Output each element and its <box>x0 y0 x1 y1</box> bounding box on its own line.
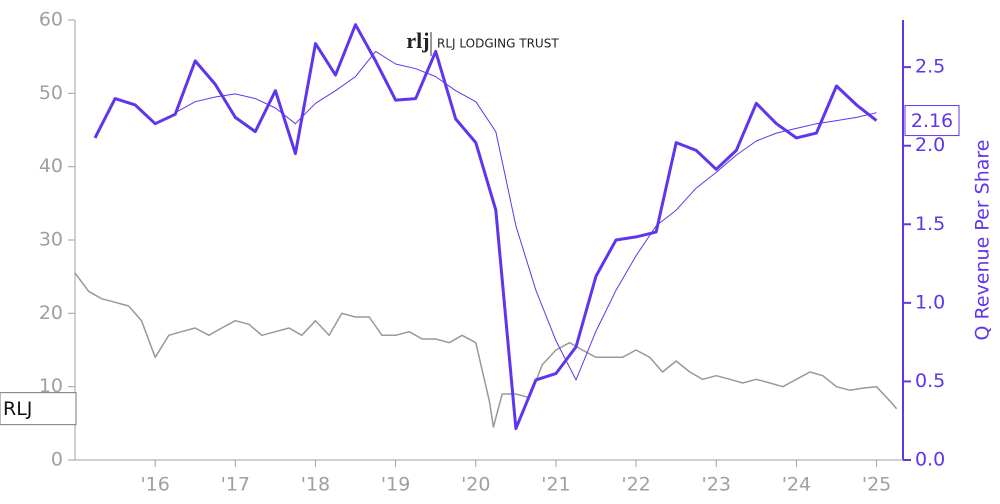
chart-title: RLJ LODGING TRUST <box>437 37 559 51</box>
y2-tick-label: 1.5 <box>915 213 945 235</box>
logo-mark: rlj <box>406 28 429 53</box>
x-tick-label: '25 <box>862 474 891 496</box>
x-tick-label: '19 <box>381 474 410 496</box>
series-line <box>93 23 878 431</box>
x-tick-label: '24 <box>782 474 811 496</box>
x-tick-label: '18 <box>301 474 330 496</box>
series-line <box>174 50 877 381</box>
y-tick-label: 20 <box>39 302 63 324</box>
y-tick-label: 40 <box>39 155 63 177</box>
legend-label: RLJ <box>3 398 32 420</box>
y-tick-label: 0 <box>51 449 63 471</box>
y-tick-label: 10 <box>39 375 63 397</box>
last-value-label: 2.16 <box>911 110 953 132</box>
x-tick-label: '21 <box>541 474 570 496</box>
y-tick-label: 50 <box>39 82 63 104</box>
y2-tick-label: 0.5 <box>915 370 945 392</box>
y2-tick-label: 2.0 <box>915 134 945 156</box>
y2-tick-label: 0.0 <box>915 449 945 471</box>
series-line <box>74 272 898 428</box>
x-tick-label: '23 <box>702 474 731 496</box>
y2-axis-label: Q Revenue Per Share <box>972 140 994 341</box>
y2-tick-label: 2.5 <box>915 56 945 78</box>
last-value-box <box>904 105 960 137</box>
y2-tick-label: 1.0 <box>915 291 945 313</box>
y-tick-label: 60 <box>39 9 63 31</box>
x-tick-label: '22 <box>621 474 650 496</box>
series-name-box <box>0 392 77 426</box>
x-tick-label: '20 <box>461 474 490 496</box>
y-tick-label: 30 <box>39 229 63 251</box>
x-tick-label: '17 <box>221 474 250 496</box>
x-tick-label: '16 <box>140 474 169 496</box>
